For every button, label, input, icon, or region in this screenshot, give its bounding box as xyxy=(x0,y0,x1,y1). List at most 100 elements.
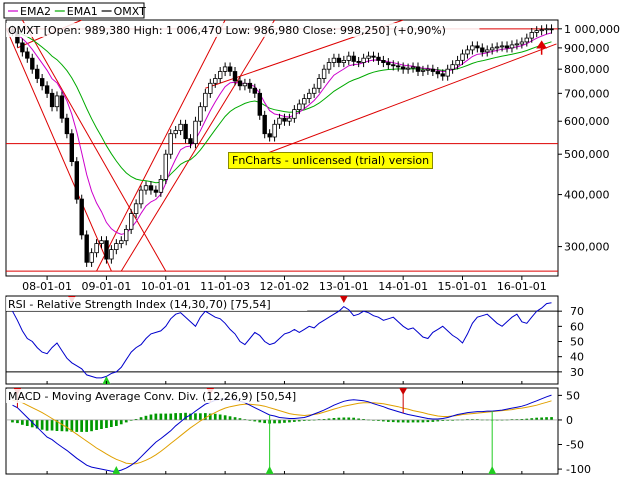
macd-histogram-bar xyxy=(30,419,34,428)
candle-body xyxy=(124,228,129,242)
candle-body xyxy=(74,161,79,200)
candle-body xyxy=(59,95,65,119)
candle-body xyxy=(351,55,356,62)
candle-body xyxy=(35,68,40,79)
macd-histogram-bar xyxy=(382,419,385,422)
candle-body xyxy=(217,71,223,79)
macd-histogram-bar xyxy=(406,419,410,423)
candle-body xyxy=(371,55,376,58)
macd-histogram-bar xyxy=(357,418,360,420)
candle-body xyxy=(104,240,109,260)
candle-body xyxy=(267,133,272,138)
price-title: OMXT [Open: 989,380 High: 1 006,470 Low:… xyxy=(8,24,446,37)
candle-body xyxy=(208,82,213,94)
candle-body xyxy=(69,133,74,162)
macd-histogram-bar xyxy=(278,419,281,424)
macd-histogram-bar xyxy=(525,418,529,420)
candle-body xyxy=(203,92,208,108)
candle-body xyxy=(297,103,302,110)
macd-histogram-bar xyxy=(530,418,534,420)
macd-histogram-bar xyxy=(16,419,19,424)
macd-line xyxy=(12,394,552,473)
x-tick-label: 12-01-02 xyxy=(260,280,310,293)
candle-body xyxy=(193,120,198,144)
candle-body xyxy=(361,57,366,63)
macd-histogram-bar xyxy=(169,413,173,420)
candle-body xyxy=(465,49,470,55)
candle-body xyxy=(25,51,30,59)
candle-body xyxy=(336,57,342,63)
macd-histogram-bar xyxy=(451,419,454,421)
candle-body xyxy=(227,66,233,72)
price-y-tick-label: 600,000 xyxy=(564,115,610,128)
candle-body xyxy=(84,234,89,263)
macd-histogram-bar xyxy=(372,419,375,421)
candle-body xyxy=(326,62,332,70)
macd-histogram-bar xyxy=(80,419,83,432)
candle-body xyxy=(435,71,440,75)
macd-histogram-bar xyxy=(105,419,108,428)
candle-body xyxy=(262,114,267,135)
candle-body xyxy=(222,66,228,72)
candle-body xyxy=(519,41,525,45)
macd-histogram-bar xyxy=(263,419,266,424)
candle-body xyxy=(277,117,282,125)
candle-body xyxy=(287,117,292,122)
macd-histogram-bar xyxy=(520,419,524,420)
candle-body xyxy=(455,60,460,66)
macd-histogram-bar xyxy=(293,419,296,422)
candle-body xyxy=(257,92,262,116)
candle-body xyxy=(341,60,346,64)
macd-histogram-bar xyxy=(194,413,197,420)
macd-histogram-bar xyxy=(332,418,336,420)
watermark: FnCharts - unlicensed (trial) version xyxy=(228,152,434,169)
candle-body xyxy=(494,46,500,49)
macd-histogram-bar xyxy=(60,419,64,432)
candle-body xyxy=(128,213,134,230)
x-tick-label: 15-01-01 xyxy=(438,280,488,293)
trendline xyxy=(96,20,226,272)
macd-histogram-bar xyxy=(441,419,445,421)
candle-body xyxy=(89,252,94,263)
candle-body xyxy=(247,82,253,89)
macd-histogram-bar xyxy=(307,419,311,421)
candle-body xyxy=(425,68,431,71)
macd-histogram-bar xyxy=(347,417,351,420)
macd-histogram-bar xyxy=(466,419,469,420)
macd-histogram-bar xyxy=(25,419,29,426)
macd-histogram-bar xyxy=(124,419,128,423)
x-tick-label: 09-01-01 xyxy=(81,280,131,293)
buy-signal-marker xyxy=(102,376,111,384)
macd-histogram-bar xyxy=(134,419,138,420)
candle-body xyxy=(99,240,104,244)
macd-histogram-bar xyxy=(297,419,301,422)
candle-body xyxy=(400,66,406,70)
candle-body xyxy=(302,98,307,105)
price-panel: 300,000 400,000 500,000 600,000 700,000 800,0… xyxy=(6,20,620,272)
macd-histogram-bar xyxy=(391,419,395,423)
x-axis: 08-01-01 09-01-01 10-01-01 11-01-03 12-01-02… xyxy=(22,276,547,474)
price-y-tick-label: 900,000 xyxy=(564,42,610,55)
panel-titles: OMXT [Open: 989,380 High: 1 006,470 Low:… xyxy=(6,23,480,403)
candle-body xyxy=(524,37,529,43)
macd-histogram-bar xyxy=(40,419,44,430)
candle-body xyxy=(450,64,455,70)
sell-signal-marker xyxy=(399,388,408,395)
macd-histogram-bar xyxy=(535,417,538,420)
price-plot xyxy=(6,20,558,272)
candle-body xyxy=(430,68,436,72)
macd-histogram-bar xyxy=(253,419,257,422)
macd-histogram-bar xyxy=(228,416,232,420)
candle-body xyxy=(346,55,351,61)
macd-histogram-bar xyxy=(302,419,306,421)
macd-histogram-bar xyxy=(550,417,553,420)
buy-signal-marker xyxy=(265,466,274,474)
macd-histogram-bar xyxy=(174,413,177,420)
rsi-title: RSI - Relative Strength Index (14,30,70)… xyxy=(8,298,271,311)
candle-body xyxy=(549,28,554,31)
candle-body xyxy=(509,44,515,49)
macd-histogram-bar xyxy=(317,419,321,420)
candle-body xyxy=(440,73,445,77)
macd-histogram-bar xyxy=(416,419,420,423)
